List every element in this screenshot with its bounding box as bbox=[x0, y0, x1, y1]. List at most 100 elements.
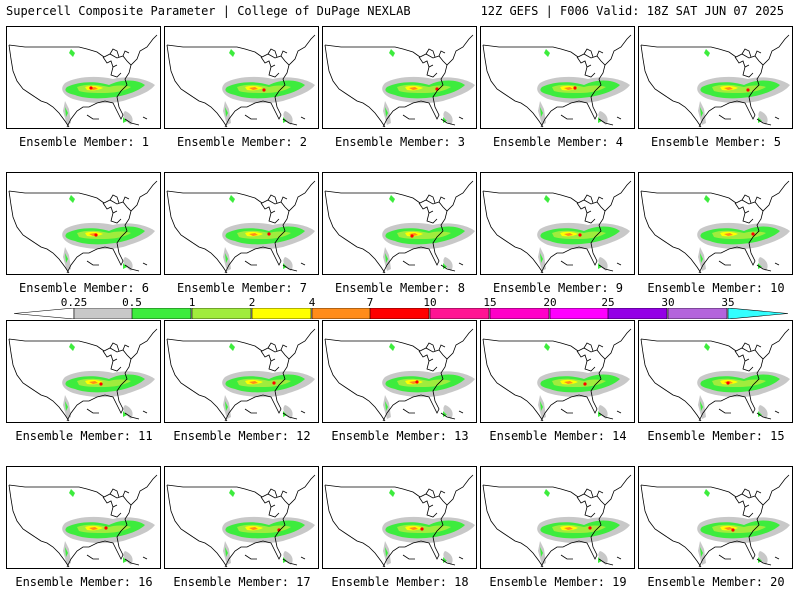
ensemble-member-label: Ensemble Member: 6 bbox=[18, 281, 150, 295]
scp-max-point bbox=[583, 382, 587, 386]
scp-contour bbox=[389, 343, 395, 351]
map-outline bbox=[324, 328, 474, 360]
map-outline bbox=[438, 344, 446, 351]
map-outline bbox=[438, 50, 446, 57]
map-outline bbox=[640, 180, 790, 212]
map-outline bbox=[124, 558, 140, 566]
scp-contour bbox=[283, 257, 293, 271]
ensemble-member-label: Ensemble Member: 20 bbox=[647, 575, 785, 589]
ensemble-member-label: Ensemble Member: 7 bbox=[176, 281, 308, 295]
map-outline bbox=[418, 56, 434, 68]
scp-contour bbox=[389, 49, 395, 57]
scp-max-point bbox=[104, 526, 108, 530]
map-outline bbox=[124, 264, 140, 272]
map-outline bbox=[350, 96, 386, 128]
ensemble-member-label: Ensemble Member: 15 bbox=[647, 429, 785, 443]
map-outline bbox=[584, 506, 596, 518]
map-outline bbox=[324, 474, 474, 506]
map-outline bbox=[734, 56, 750, 68]
map-outline bbox=[122, 344, 130, 351]
ensemble-map-panel bbox=[480, 26, 635, 129]
scp-contour bbox=[225, 253, 228, 263]
map-outline bbox=[583, 342, 594, 352]
scp-contour bbox=[758, 257, 768, 271]
map-outline bbox=[300, 262, 306, 266]
map-outline bbox=[596, 490, 604, 497]
scp-contour bbox=[229, 489, 235, 497]
scp-map bbox=[640, 34, 790, 128]
scp-contour bbox=[225, 107, 228, 117]
scp-map bbox=[324, 474, 475, 568]
map-outline bbox=[282, 412, 298, 420]
map-outline bbox=[268, 66, 280, 78]
map-outline bbox=[734, 202, 750, 214]
map-outline bbox=[244, 260, 257, 266]
ensemble-map-panel bbox=[322, 172, 477, 275]
scp-field bbox=[697, 489, 790, 565]
map-outline bbox=[774, 262, 780, 266]
map-outline bbox=[598, 412, 614, 420]
map-outline bbox=[267, 48, 278, 58]
colorbar-tick-label: 25 bbox=[601, 296, 615, 309]
map-outline bbox=[560, 114, 573, 120]
map-outline bbox=[596, 196, 604, 203]
map-outline bbox=[192, 390, 228, 422]
scp-contour bbox=[598, 111, 608, 125]
scp-max-point bbox=[99, 382, 103, 386]
ensemble-member-label: Ensemble Member: 17 bbox=[173, 575, 311, 589]
scp-contour bbox=[65, 107, 68, 117]
map-outline bbox=[698, 64, 764, 128]
scp-contour bbox=[598, 257, 608, 271]
scp-max-point bbox=[277, 528, 281, 532]
scp-field bbox=[382, 489, 475, 565]
scp-contour bbox=[598, 551, 608, 565]
scp-contour bbox=[283, 405, 293, 419]
map-outline bbox=[426, 360, 438, 372]
map-outline bbox=[300, 556, 306, 560]
ensemble-map-panel bbox=[322, 26, 477, 129]
ensemble-map-panel bbox=[322, 320, 477, 423]
map-outline bbox=[224, 504, 290, 568]
map-outline bbox=[425, 342, 436, 352]
ensemble-member-label: Ensemble Member: 1 bbox=[18, 135, 150, 149]
map-outline bbox=[8, 484, 36, 538]
map-outline bbox=[666, 536, 702, 568]
map-outline bbox=[540, 504, 606, 568]
scp-contour bbox=[69, 343, 75, 351]
map-outline bbox=[576, 202, 592, 214]
scp-contour bbox=[65, 253, 68, 263]
scp-map bbox=[166, 180, 316, 274]
scp-contour bbox=[564, 233, 573, 236]
scp-contour bbox=[123, 551, 133, 565]
colorbar-tick-label: 7 bbox=[366, 296, 374, 309]
map-outline bbox=[596, 50, 604, 57]
map-outline bbox=[324, 34, 474, 66]
scp-contour bbox=[443, 405, 453, 419]
scp-contour bbox=[123, 111, 133, 125]
map-outline bbox=[482, 338, 510, 392]
scp-max-point bbox=[262, 88, 266, 92]
scp-field bbox=[62, 489, 155, 565]
map-outline bbox=[260, 350, 276, 362]
map-outline bbox=[102, 496, 118, 508]
colorbar-tick-label: 15 bbox=[483, 296, 497, 309]
map-outline bbox=[640, 328, 790, 360]
scp-contour bbox=[564, 87, 573, 90]
map-outline bbox=[596, 344, 604, 351]
scp-contour bbox=[385, 253, 388, 263]
map-outline bbox=[482, 44, 510, 98]
map-outline bbox=[458, 116, 464, 120]
colorbar-segment bbox=[73, 308, 134, 319]
map-outline bbox=[576, 496, 592, 508]
ensemble-map-panel bbox=[638, 466, 793, 569]
map-outline bbox=[66, 64, 132, 128]
map-outline bbox=[402, 554, 415, 560]
map-outline bbox=[350, 536, 386, 568]
scp-contour bbox=[249, 381, 258, 384]
map-outline bbox=[640, 484, 668, 538]
map-outline bbox=[560, 260, 573, 266]
map-outline bbox=[754, 196, 762, 203]
scp-max-point bbox=[267, 232, 271, 236]
scp-map bbox=[640, 180, 790, 274]
map-outline bbox=[282, 118, 298, 126]
